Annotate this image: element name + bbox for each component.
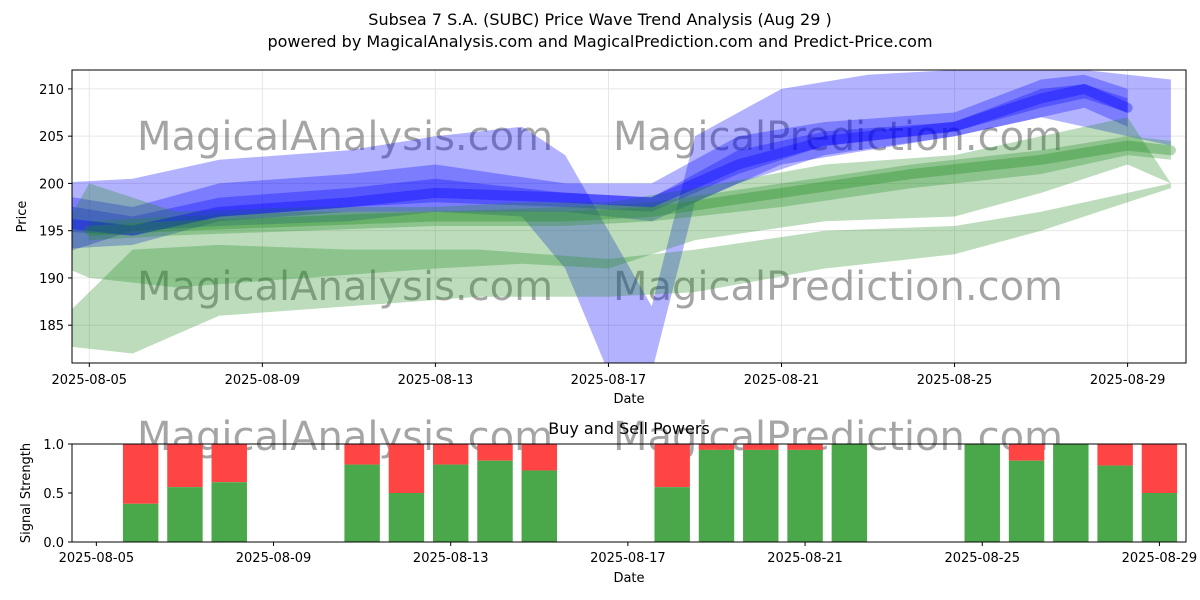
x-axis-label: Date (613, 392, 644, 407)
buy-bar (787, 449, 823, 542)
trend-line-green (84, 140, 1176, 236)
x-tick-label: 2025-08-25 (917, 373, 993, 388)
buy-bar (521, 470, 558, 542)
x-tick-label: 2025-08-17 (590, 551, 666, 566)
buy-bar (743, 449, 779, 542)
y-tick-label: 185 (39, 319, 64, 334)
y-tick-label: 205 (39, 130, 64, 145)
sell-bar (122, 444, 159, 504)
buy-bar (344, 464, 380, 542)
buy-bar (1053, 444, 1089, 542)
buy-bar (964, 444, 1000, 542)
chart-title: Subsea 7 S.A. (SUBC) Price Wave Trend An… (368, 10, 832, 29)
x-tick-label: 2025-08-09 (225, 373, 301, 388)
y-tick-label: 190 (39, 272, 64, 287)
buy-bar (167, 487, 203, 542)
buy-bar (1097, 465, 1133, 542)
wave-band-blue-1 (72, 74, 1128, 249)
watermark: MagicalPrediction.com (613, 114, 1063, 160)
sell-bar (167, 444, 203, 488)
wave-band-blue-2 (72, 84, 1128, 236)
sell-bar (432, 444, 469, 465)
plot-frame (71, 69, 1187, 364)
buy-bar (698, 449, 735, 542)
x-tick-label: 2025-08-29 (1090, 373, 1166, 388)
sell-bar (743, 444, 779, 450)
x-tick-label: 2025-08-25 (944, 551, 1020, 566)
sell-bar (654, 444, 690, 488)
buy-bar (122, 503, 159, 542)
sell-bar (1141, 444, 1178, 493)
buy-bar (1008, 460, 1045, 542)
trend-line-blue (72, 83, 1133, 236)
x-tick-label: 2025-08-17 (571, 373, 647, 388)
sell-bar (1008, 444, 1045, 461)
sell-bar (211, 444, 247, 483)
y-tick-label: 195 (39, 225, 64, 240)
watermark: MagicalAnalysis.com (137, 114, 553, 160)
y-axis-label: Price (15, 201, 30, 233)
buy-bar (388, 493, 425, 542)
chart-subtitle: powered by MagicalAnalysis.com and Magic… (267, 32, 933, 51)
x-tick-label: 2025-08-09 (236, 551, 312, 566)
sell-bar (388, 444, 425, 493)
buy-bar (477, 460, 513, 542)
subplot-title: Buy and Sell Powers (548, 419, 710, 438)
sell-bar (787, 444, 823, 450)
x-tick-label: 2025-08-05 (59, 551, 135, 566)
x-tick-label: 2025-08-13 (398, 373, 474, 388)
watermark: MagicalAnalysis.com (137, 264, 553, 310)
buy-bar (831, 444, 868, 542)
wave-band-green-5 (89, 136, 1171, 241)
x-tick-label: 2025-08-13 (413, 551, 489, 566)
sell-bar (344, 444, 380, 465)
sell-bar (521, 444, 558, 471)
wave-band-green-3 (72, 117, 1171, 288)
buy-bar (1141, 493, 1178, 542)
y-axis-label-2: Signal Strength (19, 443, 34, 543)
x-tick-label: 2025-08-21 (744, 373, 820, 388)
x-tick-label: 2025-08-29 (1122, 551, 1198, 566)
buy-bar (654, 487, 690, 542)
buy-bar (211, 482, 247, 542)
wave-band-blue-0 (72, 70, 1171, 363)
buy-bar (432, 464, 469, 542)
sell-bar (477, 444, 513, 461)
sell-bar (1097, 444, 1133, 466)
x-tick-label: 2025-08-05 (52, 373, 128, 388)
y-tick-label: 210 (39, 83, 64, 98)
wave-band-green-4 (72, 183, 1171, 354)
sell-bar (698, 444, 735, 450)
y-tick-label: 200 (39, 177, 64, 192)
y-tick-label: 1.0 (43, 438, 64, 453)
y-tick-label: 0.0 (43, 536, 64, 551)
signal-bars (122, 444, 1178, 542)
x-axis-label-2: Date (613, 571, 644, 586)
x-tick-label: 2025-08-21 (767, 551, 843, 566)
price-bands (72, 70, 1176, 363)
watermark: MagicalPrediction.com (613, 264, 1063, 310)
y-tick-label: 0.5 (43, 487, 64, 502)
